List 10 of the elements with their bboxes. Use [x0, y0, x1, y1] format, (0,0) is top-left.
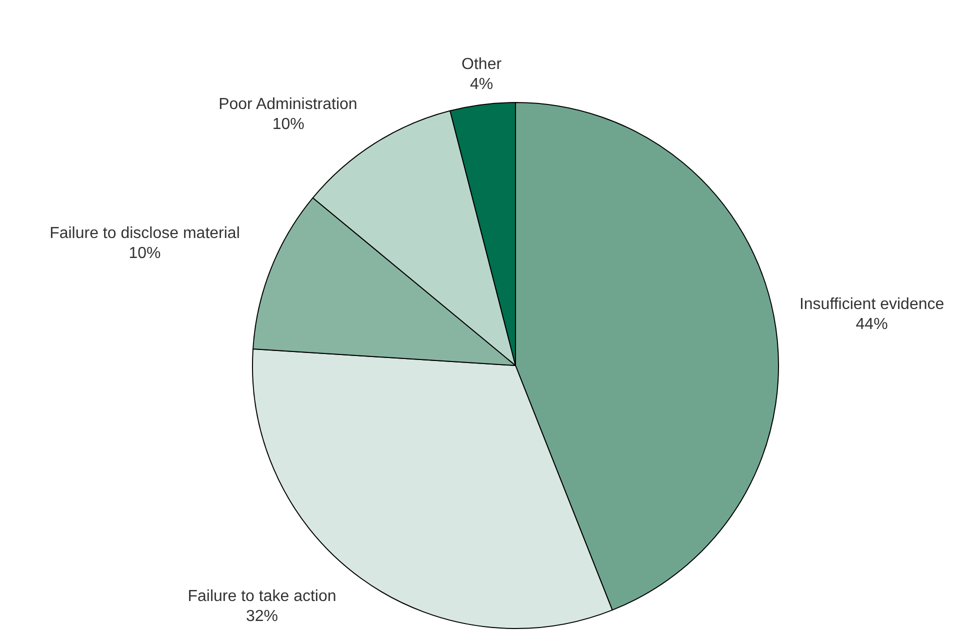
slice-label: Failure to disclose material [50, 225, 240, 242]
data-label: 44% [856, 316, 888, 334]
data-label: 32% [246, 608, 278, 626]
data-label: 4% [470, 76, 494, 94]
slice-label: Other [462, 56, 502, 74]
slice-label: Failure to take action [188, 588, 336, 606]
data-label: 10% [128, 245, 161, 262]
data-label: 10% [272, 116, 304, 134]
slice-label: Poor Administration [218, 96, 358, 114]
slice-label: Insufficient evidence [799, 296, 944, 314]
